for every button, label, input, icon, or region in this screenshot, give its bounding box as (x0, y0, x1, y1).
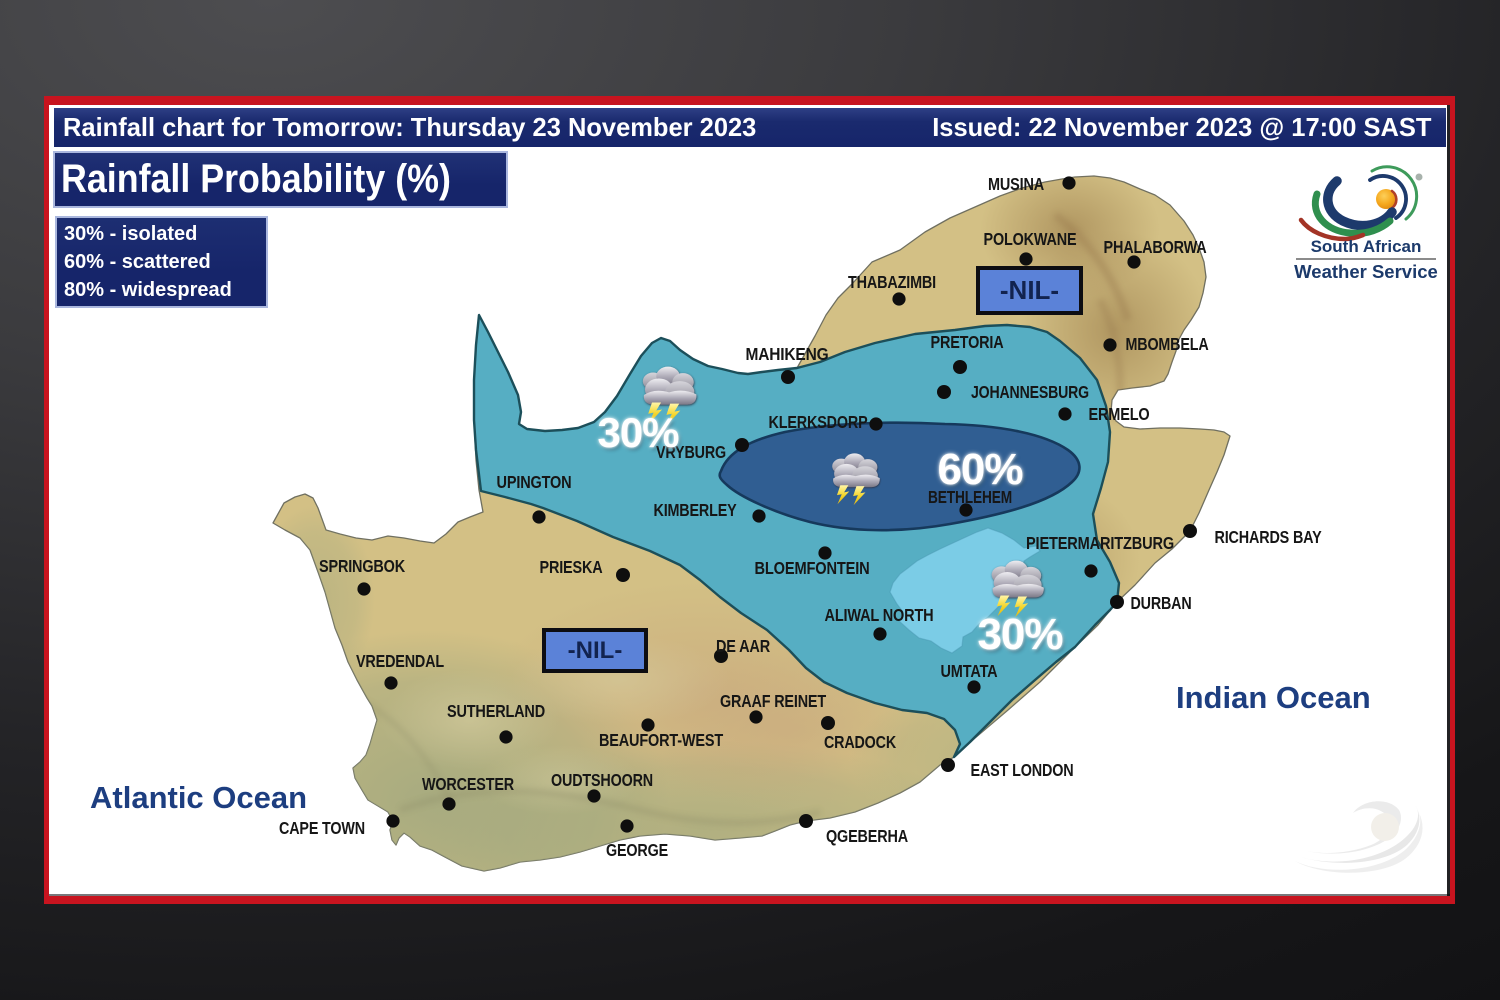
svg-text:POLOKWANE: POLOKWANE (984, 229, 1077, 249)
svg-text:BETHLEHEM: BETHLEHEM (928, 487, 1012, 507)
svg-text:MUSINA: MUSINA (988, 174, 1044, 194)
svg-text:MAHIKENG: MAHIKENG (746, 344, 829, 364)
svg-text:BLOEMFONTEIN: BLOEMFONTEIN (755, 558, 870, 578)
svg-text:CRADOCK: CRADOCK (824, 732, 896, 752)
svg-text:GEORGE: GEORGE (606, 840, 668, 860)
svg-text:PRIESKA: PRIESKA (540, 557, 603, 577)
svg-text:UPINGTON: UPINGTON (497, 472, 572, 492)
svg-text:UMTATA: UMTATA (941, 661, 998, 681)
svg-text:EAST LONDON: EAST LONDON (971, 760, 1074, 780)
svg-text:VREDENDAL: VREDENDAL (356, 651, 444, 671)
svg-text:OUDTSHOORN: OUDTSHOORN (551, 770, 653, 790)
svg-text:WORCESTER: WORCESTER (422, 774, 514, 794)
svg-text:PRETORIA: PRETORIA (931, 332, 1004, 352)
svg-text:THABAZIMBI: THABAZIMBI (848, 272, 936, 292)
svg-text:PIETERMARITZBURG: PIETERMARITZBURG (1026, 533, 1174, 553)
svg-text:SUTHERLAND: SUTHERLAND (447, 701, 545, 721)
svg-text:KLERKSDORP: KLERKSDORP (769, 412, 868, 432)
svg-text:BEAUFORT-WEST: BEAUFORT-WEST (599, 730, 723, 750)
svg-text:VRYBURG: VRYBURG (656, 442, 726, 462)
svg-text:DE AAR: DE AAR (716, 636, 770, 656)
svg-text:DURBAN: DURBAN (1131, 593, 1192, 613)
svg-text:ERMELO: ERMELO (1089, 404, 1150, 424)
svg-text:SPRINGBOK: SPRINGBOK (319, 556, 405, 576)
svg-text:KIMBERLEY: KIMBERLEY (654, 500, 737, 520)
svg-text:QGEBERHA: QGEBERHA (826, 826, 908, 846)
svg-text:JOHANNESBURG: JOHANNESBURG (971, 382, 1089, 402)
svg-text:GRAAF REINET: GRAAF REINET (720, 691, 826, 711)
svg-text:CAPE TOWN: CAPE TOWN (279, 818, 365, 838)
svg-text:RICHARDS BAY: RICHARDS BAY (1215, 527, 1322, 547)
svg-text:MBOMBELA: MBOMBELA (1126, 334, 1209, 354)
svg-text:PHALABORWA: PHALABORWA (1104, 237, 1207, 257)
svg-text:ALIWAL NORTH: ALIWAL NORTH (825, 605, 934, 625)
